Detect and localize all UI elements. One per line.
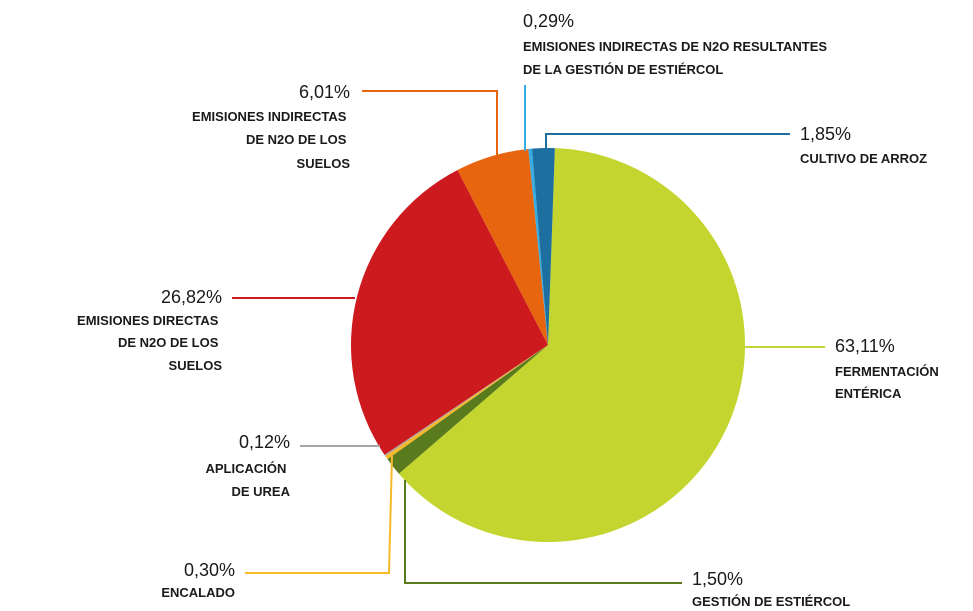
slice-label-line: DE UREA <box>231 484 290 499</box>
slice-label-line: ENTÉRICA <box>835 386 902 401</box>
slice-label-line: DE N2O DE LOS <box>246 132 350 147</box>
slice-label: ENCALADO <box>161 585 235 600</box>
pie-slice <box>531 148 555 345</box>
slice-label: EMISIONES INDIRECTAS DE N2O RESULTANTES … <box>523 39 831 77</box>
slice-label-line: EMISIONES INDIRECTAS <box>192 109 350 124</box>
slice-label: EMISIONES INDIRECTAS DE N2O DE LOS SUELO… <box>192 109 350 171</box>
leader-line <box>404 480 682 584</box>
value-label: 63,11% <box>835 336 895 356</box>
slice-label: CULTIVO DE ARROZ <box>800 151 927 166</box>
slice-label-line: EMISIONES DIRECTAS <box>77 313 222 328</box>
slice-label-line: GESTIÓN DE ESTIÉRCOL <box>692 594 850 609</box>
slice-label-line: DE N2O DE LOS <box>118 335 222 350</box>
value-label: 1,50% <box>692 569 743 589</box>
slice-label-line: APLICACIÓN <box>206 461 291 476</box>
slice-label-line: DE LA GESTIÓN DE ESTIÉRCOL <box>523 62 723 77</box>
slice-label-line: SUELOS <box>169 358 223 373</box>
value-label: 1,85% <box>800 124 851 144</box>
pie-slice <box>384 345 548 457</box>
value-label: 0,29% <box>523 11 574 31</box>
value-label: 6,01% <box>299 82 350 102</box>
leader-line <box>245 455 393 574</box>
slice-label-line: ENCALADO <box>161 585 235 600</box>
slice-label-line: SUELOS <box>297 156 351 171</box>
slice-label: GESTIÓN DE ESTIÉRCOL <box>692 594 850 609</box>
slice-label-line: FERMENTACIÓN <box>835 364 942 379</box>
pie-slice <box>351 170 548 455</box>
slice-label-line: EMISIONES INDIRECTAS DE N2O RESULTANTES <box>523 39 831 54</box>
leader-line <box>362 90 498 156</box>
slice-label: APLICACIÓN DE UREA <box>206 461 291 499</box>
value-label: 0,30% <box>184 560 235 580</box>
slice-label: FERMENTACIÓN ENTÉRICA <box>835 364 942 401</box>
pie-slice <box>398 148 746 543</box>
pie-slice <box>387 345 548 474</box>
pie-slice <box>528 148 548 345</box>
pie-slice <box>385 345 548 460</box>
leader-line <box>545 133 790 149</box>
value-label: 26,82% <box>161 287 222 307</box>
slice-label: EMISIONES DIRECTAS DE N2O DE LOS SUELOS <box>77 313 222 373</box>
value-label: 0,12% <box>239 432 290 452</box>
pie-slice <box>457 148 548 345</box>
slice-label-line: CULTIVO DE ARROZ <box>800 151 927 166</box>
